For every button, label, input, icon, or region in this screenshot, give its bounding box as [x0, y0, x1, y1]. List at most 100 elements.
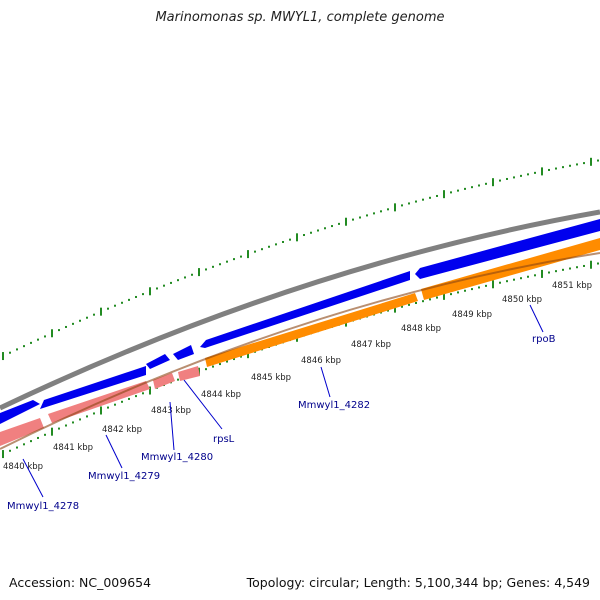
cds-feature[interactable]	[173, 345, 194, 360]
gc-tick	[429, 298, 431, 301]
cds-feature[interactable]	[40, 366, 146, 409]
gc-tick	[44, 335, 46, 338]
gc-tick	[583, 162, 585, 165]
gc-tick	[114, 403, 116, 406]
kbp-label: 4845 kbp	[251, 373, 291, 383]
gene-label[interactable]: rpoB	[532, 334, 556, 345]
gene-label[interactable]: Mmwyl1_4279	[88, 471, 160, 482]
gc-tick	[562, 166, 564, 169]
cds-feature[interactable]	[0, 400, 40, 424]
gc-tick	[331, 225, 333, 228]
gc-tick	[520, 277, 522, 280]
gc-tick	[485, 284, 487, 287]
gc-tick	[345, 217, 347, 226]
gc-tick	[394, 304, 396, 313]
gc-tick	[366, 214, 368, 217]
gc-tick	[163, 284, 165, 287]
gc-tick	[457, 291, 459, 294]
gc-tick	[506, 177, 508, 180]
gc-tick	[16, 348, 18, 351]
gc-tick	[44, 433, 46, 436]
gc-tick	[100, 406, 102, 415]
gc-tick	[86, 415, 88, 418]
gc-tick	[128, 298, 130, 301]
gc-tick	[128, 397, 130, 400]
kbp-label: 4840 kbp	[3, 462, 43, 472]
kbp-label: 4842 kbp	[102, 425, 142, 435]
gc-tick	[387, 309, 389, 312]
gc-tick	[275, 243, 277, 246]
cds-feature[interactable]	[146, 354, 170, 369]
gc-tick	[149, 287, 151, 296]
gc-tick	[443, 190, 445, 199]
gene-label[interactable]: Mmwyl1_4278	[7, 501, 79, 512]
gc-tick	[436, 194, 438, 197]
gc-tick	[149, 386, 151, 395]
gc-tick	[9, 351, 11, 354]
map-title: Marinomonas sp. MWYL1, complete genome	[155, 10, 445, 25]
gene-label[interactable]: Mmwyl1_4280	[141, 452, 213, 463]
gc-tick	[212, 265, 214, 268]
gc-tick	[170, 281, 172, 284]
gc-tick	[394, 203, 396, 212]
gc-tick	[121, 400, 123, 403]
gc-tick	[548, 271, 550, 274]
cds-feature[interactable]	[153, 373, 175, 389]
gc-tick	[590, 260, 592, 269]
cds-feature[interactable]	[200, 271, 410, 348]
gc-tick	[156, 287, 158, 290]
gc-tick	[240, 355, 242, 358]
gc-tick	[492, 280, 494, 289]
gc-tick	[548, 168, 550, 171]
gc-tick	[569, 267, 571, 270]
gc-tick	[450, 293, 452, 296]
gc-tick	[373, 212, 375, 215]
gc-tick	[72, 421, 74, 424]
gc-tick	[443, 291, 445, 300]
gc-tick	[79, 418, 81, 421]
gc-tick	[380, 210, 382, 213]
gc-tick	[436, 296, 438, 299]
gc-tick	[590, 157, 592, 166]
cds-feature[interactable]	[0, 418, 44, 446]
gc-tick	[457, 189, 459, 192]
gc-tick	[499, 179, 501, 182]
gc-tick	[534, 171, 536, 174]
genome-stats-label: Topology: circular; Length: 5,100,344 bp…	[246, 575, 590, 590]
gc-tick	[478, 184, 480, 187]
gc-tick	[576, 266, 578, 269]
cds-feature[interactable]	[205, 293, 418, 367]
gc-tick	[2, 450, 4, 459]
gc-tick	[513, 176, 515, 179]
gc-tick	[198, 268, 200, 277]
gene-label[interactable]: Mmwyl1_4282	[298, 400, 370, 411]
gc-tick	[177, 279, 179, 282]
gc-tick	[93, 412, 95, 415]
gc-tick	[205, 268, 207, 271]
gc-tick	[247, 250, 249, 259]
inner-track-edge	[0, 252, 600, 450]
gc-tick	[58, 329, 60, 332]
gc-tick	[555, 270, 557, 273]
gc-tick	[415, 302, 417, 305]
gc-tick	[107, 406, 109, 409]
gc-tick	[352, 218, 354, 221]
gc-tick	[513, 278, 515, 281]
forward-strand-track	[0, 219, 600, 424]
gc-tick	[296, 233, 298, 242]
gc-tick	[233, 358, 235, 361]
gc-tick	[555, 167, 557, 170]
gc-tick	[219, 363, 221, 366]
genome-backbone	[0, 209, 600, 411]
cds-feature[interactable]	[415, 219, 600, 279]
gc-tick	[135, 295, 137, 298]
cds-feature[interactable]	[178, 366, 200, 381]
gc-tick	[408, 202, 410, 205]
gc-tick	[401, 204, 403, 207]
gc-tick	[478, 286, 480, 289]
gene-label[interactable]: rpsL	[213, 434, 235, 445]
gc-tick	[254, 250, 256, 253]
gc-tick	[233, 258, 235, 261]
gc-tick	[191, 273, 193, 276]
